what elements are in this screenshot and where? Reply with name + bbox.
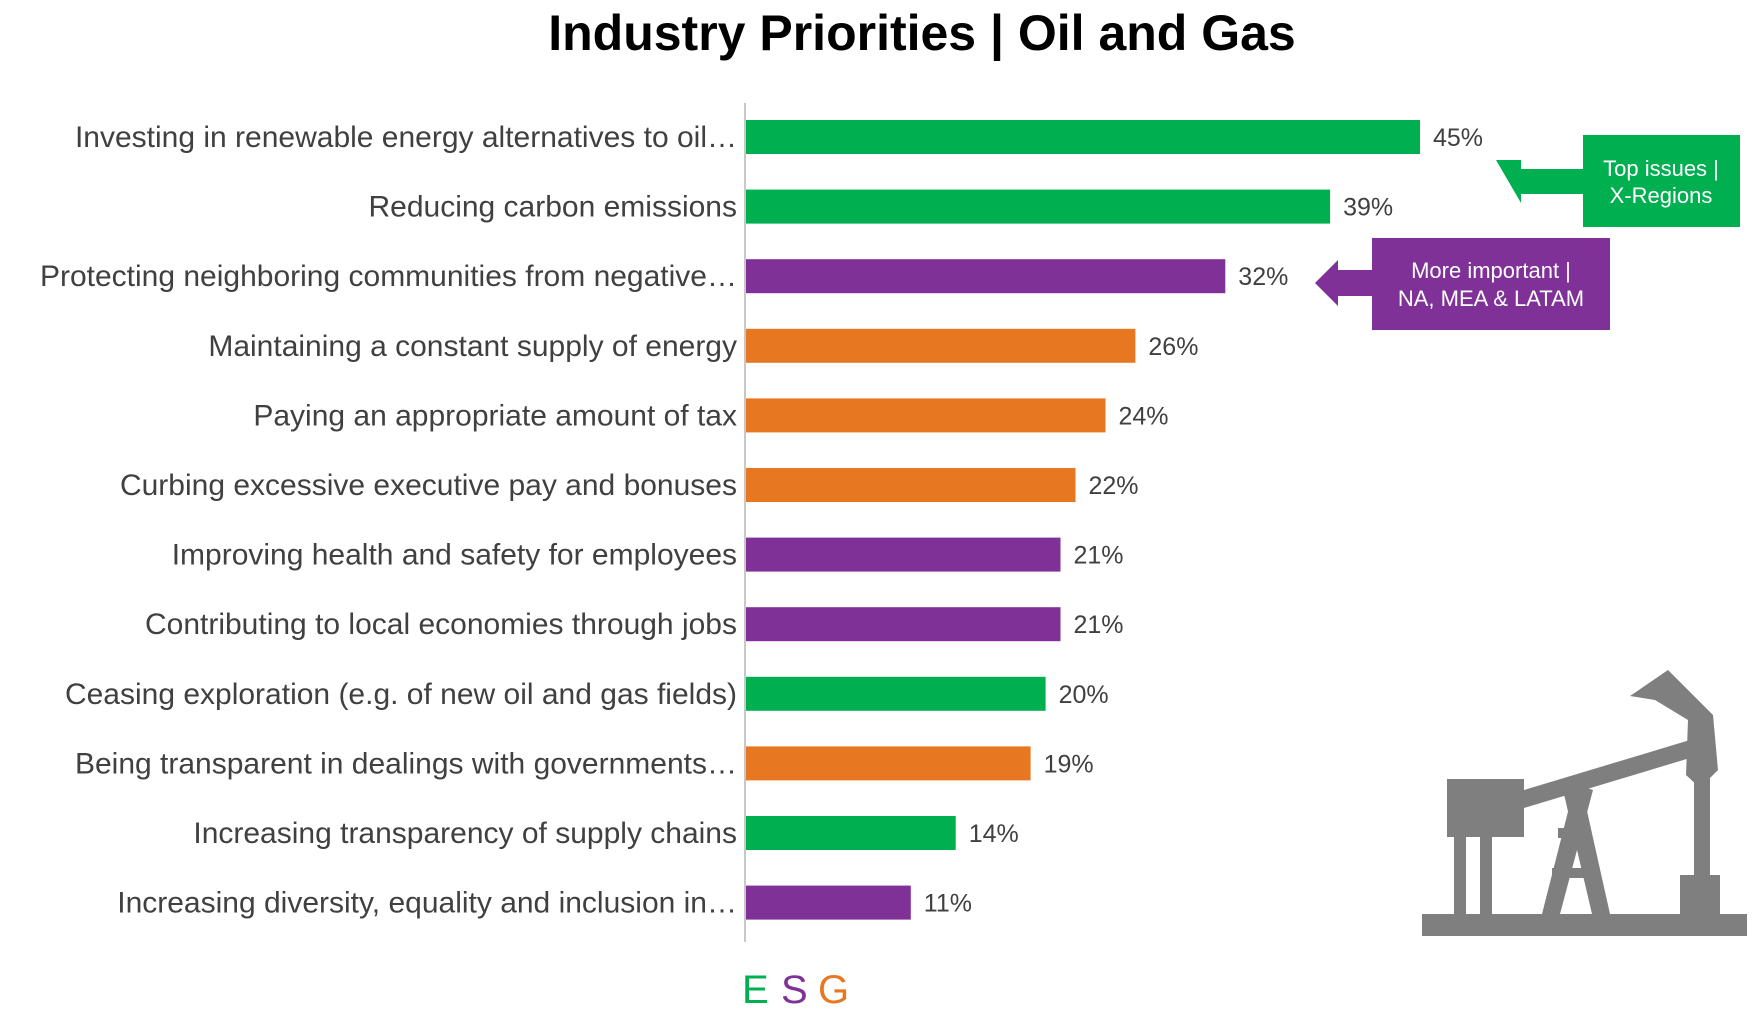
callout-top-issues-box (1583, 135, 1740, 227)
callout-more-important-line2: NA, MEA & LATAM (1398, 286, 1584, 311)
callout-more-important: More important | NA, MEA & LATAM (1315, 238, 1610, 330)
value-label-10: 19% (1044, 750, 1094, 778)
value-label-7: 21% (1074, 542, 1124, 570)
value-label-12: 11% (924, 890, 972, 918)
category-label-6: Curbing excessive executive pay and bonu… (120, 469, 737, 502)
callout-more-important-arrow (1315, 260, 1372, 306)
callout-more-important-box (1372, 238, 1610, 330)
callout-top-issues-line1: Top issues | (1603, 156, 1719, 181)
bar-10 (746, 746, 1031, 781)
bars-layer (746, 120, 1420, 920)
category-label-9: Ceasing exploration (e.g. of new oil and… (65, 678, 737, 711)
category-label-4: Maintaining a constant supply of energy (208, 330, 737, 363)
value-labels-layer: 45% 39% 32% 26% 24% 22% 21% 21% 20% 19% 14% 11% (924, 124, 1483, 918)
category-label-10: Being transparent in dealings with gover… (75, 747, 737, 780)
value-label-5: 24% (1119, 402, 1169, 430)
category-labels-layer: Investing in renewable energy alternativ… (40, 121, 737, 920)
oil-pump-jack-icon (1422, 670, 1747, 936)
bar-8 (746, 607, 1061, 642)
bar-6 (746, 468, 1076, 502)
category-label-8: Contributing to local economies through … (145, 608, 737, 641)
value-label-3: 32% (1238, 263, 1288, 291)
value-label-6: 22% (1089, 472, 1139, 500)
bar-3 (746, 259, 1226, 294)
value-label-11: 14% (969, 820, 1019, 848)
legend-item-s: S (781, 968, 808, 1012)
value-label-2: 39% (1343, 194, 1393, 222)
bar-12 (746, 885, 911, 920)
bar-1 (746, 120, 1420, 154)
category-label-7: Improving health and safety for employee… (172, 539, 737, 572)
legend: E S G (742, 968, 849, 1012)
category-label-3: Protecting neighboring communities from … (40, 260, 737, 293)
value-label-8: 21% (1074, 611, 1124, 639)
callout-more-important-line1: More important | (1411, 258, 1571, 283)
bar-2 (746, 189, 1331, 224)
callout-top-issues: Top issues | X-Regions (1496, 135, 1740, 227)
callout-top-issues-arrow (1496, 160, 1583, 203)
bar-11 (746, 816, 956, 850)
category-label-2: Reducing carbon emissions (368, 191, 737, 224)
bar-4 (746, 328, 1136, 363)
legend-item-e: E (742, 968, 769, 1012)
category-label-5: Paying an appropriate amount of tax (253, 399, 737, 432)
category-label-11: Increasing transparency of supply chains (193, 817, 737, 850)
bar-5 (746, 398, 1106, 433)
value-label-4: 26% (1148, 333, 1198, 361)
category-label-12: Increasing diversity, equality and inclu… (117, 887, 737, 920)
legend-item-g: G (818, 968, 849, 1012)
chart-title: Industry Priorities | Oil and Gas (548, 5, 1296, 62)
bar-7 (746, 537, 1061, 572)
value-label-1: 45% (1433, 124, 1483, 152)
value-label-9: 20% (1059, 681, 1109, 709)
callout-top-issues-line2: X-Regions (1610, 183, 1713, 208)
category-label-1: Investing in renewable energy alternativ… (75, 121, 737, 154)
bar-9 (746, 676, 1046, 711)
